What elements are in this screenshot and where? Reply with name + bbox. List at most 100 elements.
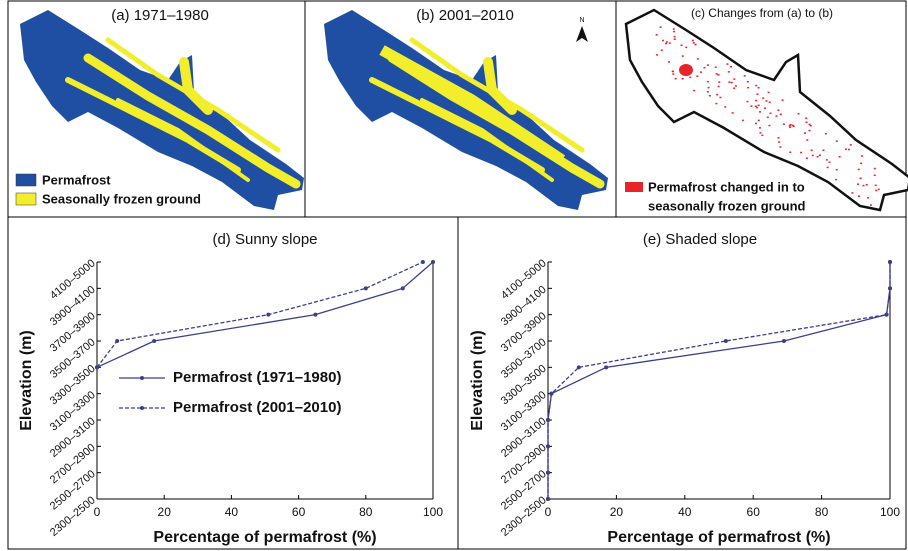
change-speck xyxy=(862,184,865,187)
x-tick-label: 60 xyxy=(747,505,761,519)
change-speck xyxy=(865,184,868,186)
north-arrow xyxy=(576,26,588,42)
x-tick-label: 80 xyxy=(815,505,829,519)
change-speck xyxy=(755,99,758,102)
legend-label: seasonally frozen ground xyxy=(648,198,806,213)
change-speck xyxy=(789,151,792,153)
change-speck xyxy=(717,74,720,76)
change-speck xyxy=(731,112,734,114)
change-speck xyxy=(754,105,757,108)
point xyxy=(723,339,728,343)
change-speck xyxy=(755,106,758,109)
change-speck xyxy=(689,76,692,79)
change-speck xyxy=(672,73,675,75)
point xyxy=(313,312,318,317)
x-tick-label: 0 xyxy=(545,505,552,519)
series-line xyxy=(96,261,424,368)
legend-marker xyxy=(140,406,144,410)
point xyxy=(420,260,425,264)
change-speck xyxy=(809,124,812,127)
change-speck xyxy=(683,70,686,73)
map-b xyxy=(324,10,608,210)
change-speck xyxy=(671,70,674,73)
change-speck xyxy=(674,77,677,80)
change-speck xyxy=(766,116,769,119)
x-tick-label: 40 xyxy=(225,505,239,519)
panel-title: (c) Changes from (a) to (b) xyxy=(691,6,833,20)
change-speck xyxy=(763,107,766,109)
change-speck xyxy=(755,84,758,87)
change-speck xyxy=(811,154,814,157)
change-speck xyxy=(715,73,718,75)
x-tick-label: 20 xyxy=(610,505,624,519)
point xyxy=(431,260,435,264)
change-speck xyxy=(746,100,749,103)
x-axis-label: Percentage of permafrost (%) xyxy=(607,529,830,546)
change-speck xyxy=(805,117,808,119)
change-speck xyxy=(873,174,876,177)
change-speck xyxy=(761,134,764,137)
point xyxy=(549,391,554,396)
change-speck xyxy=(808,123,811,126)
chart-title: (d) Sunny slope xyxy=(212,231,317,248)
change-speck xyxy=(805,121,808,124)
change-speck xyxy=(835,140,838,142)
change-speck xyxy=(668,42,671,44)
change-speck xyxy=(685,46,688,49)
change-speck xyxy=(730,81,733,84)
change-speck xyxy=(777,109,780,111)
point xyxy=(576,365,581,370)
change-speck xyxy=(779,113,782,116)
change-speck xyxy=(859,177,862,180)
x-tick-label: 0 xyxy=(94,505,101,519)
point xyxy=(781,339,786,343)
change-speck xyxy=(762,97,765,99)
point xyxy=(546,470,550,475)
legend-swatch xyxy=(625,182,643,192)
change-speck xyxy=(659,26,662,28)
change-speck xyxy=(856,183,859,185)
change-speck xyxy=(680,44,683,47)
change-speck xyxy=(750,105,753,107)
change-speck xyxy=(696,75,699,77)
change-speck xyxy=(835,178,838,181)
point xyxy=(604,365,609,370)
x-axis-label: Percentage of permafrost (%) xyxy=(153,529,376,546)
change-speck xyxy=(792,125,795,128)
legend-label: Permafrost (1971–1980) xyxy=(173,369,341,386)
change-speck xyxy=(816,155,819,158)
change-speck xyxy=(673,38,676,40)
change-speck xyxy=(715,102,718,105)
change-speck xyxy=(694,43,697,46)
change-speck xyxy=(775,115,778,117)
change-speck xyxy=(655,54,658,56)
change-speck xyxy=(708,95,711,97)
change-speck xyxy=(691,39,694,42)
change-speck xyxy=(684,71,687,73)
change-speck xyxy=(719,96,722,99)
change-speck xyxy=(706,80,709,83)
change-speck xyxy=(741,119,744,122)
change-speck xyxy=(838,155,841,158)
change-speck xyxy=(667,61,670,63)
change-speck xyxy=(706,91,709,93)
change-speck xyxy=(746,80,749,83)
change-speck xyxy=(778,141,781,143)
x-tick-label: 60 xyxy=(292,505,306,519)
change-speck xyxy=(860,162,863,165)
change-speck xyxy=(673,30,676,33)
legend-label: Permafrost (2001–2010) xyxy=(173,399,341,416)
change-speck xyxy=(869,204,872,206)
y-axis-label: Elevation (m) xyxy=(18,330,35,430)
north-label: N xyxy=(579,17,584,24)
x-tick-label: 20 xyxy=(158,505,172,519)
change-speck xyxy=(730,65,733,68)
change-speck xyxy=(791,124,794,127)
change-speck xyxy=(861,155,864,157)
change-speck xyxy=(804,132,807,134)
change-speck xyxy=(747,86,750,89)
change-speck xyxy=(818,154,821,157)
change-speck xyxy=(875,189,878,192)
change-speck xyxy=(797,112,800,115)
chart-title: (e) Shaded slope xyxy=(643,231,757,248)
